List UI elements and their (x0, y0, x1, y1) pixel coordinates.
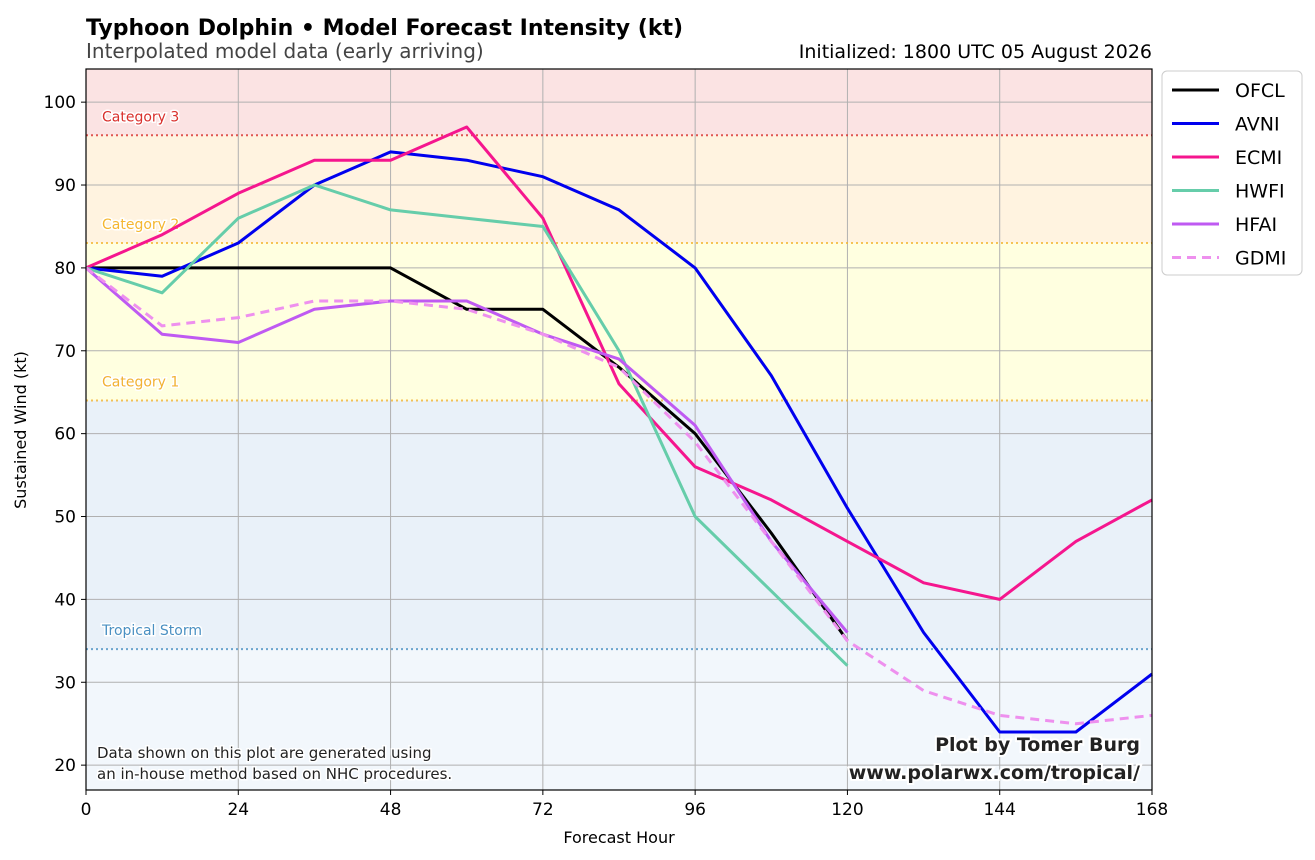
y-tick-label: 90 (54, 176, 76, 196)
legend: OFCL AVNI ECMI HWFI HFAI GDMI (1161, 70, 1303, 276)
y-tick-label: 70 (54, 342, 76, 362)
y-axis-ticks: 20 30 40 50 60 70 80 90 100 (44, 93, 86, 776)
credit-line1: Plot by Tomer Burg (935, 734, 1140, 756)
legend-label-ofcl: OFCL (1235, 80, 1285, 102)
legend-label-hfai: HFAI (1235, 214, 1277, 236)
threshold-label: Category 3 (102, 109, 179, 125)
credit: Plot by Tomer Burg www.polarwx.com/tropi… (847, 732, 1142, 786)
x-tick-label: 48 (380, 800, 402, 820)
series-line-ecmi (85, 125, 1153, 601)
chart-subtitle: Interpolated model data (early arriving) (86, 39, 484, 63)
x-axis-ticks: 0 24 48 72 96 120 144 168 (81, 790, 1168, 820)
intensity-band-0 (86, 649, 1152, 790)
y-tick-label: 50 (54, 508, 76, 528)
method-note-line2: an in-house method based on NHC procedur… (97, 765, 452, 783)
legend-label-gdmi: GDMI (1235, 248, 1286, 270)
init-time: Initialized: 1800 UTC 05 August 2026 (799, 41, 1152, 63)
threshold-label: Tropical Storm (101, 623, 202, 639)
series-line-hwfi (85, 183, 849, 667)
threshold-label: Category 1 (102, 374, 179, 390)
series-line-gdmi (85, 266, 1153, 726)
y-tick-label: 40 (54, 590, 76, 610)
series-lines (85, 125, 1153, 734)
y-tick-label: 80 (54, 259, 76, 279)
x-tick-label: 120 (831, 800, 863, 820)
threshold-lines: Tropical Storm Category 1 Category 2 Catego… (86, 108, 1152, 651)
threshold-label: Category 2 (102, 217, 179, 233)
x-tick-label: 168 (1136, 800, 1168, 820)
x-tick-label: 72 (532, 800, 554, 820)
legend-label-avni: AVNI (1235, 114, 1280, 136)
y-tick-label: 30 (54, 673, 76, 693)
method-note: Data shown on this plot are generated us… (96, 743, 454, 785)
credit-line2: www.polarwx.com/tropical/ (849, 762, 1140, 784)
x-tick-label: 144 (983, 800, 1015, 820)
y-tick-label: 60 (54, 425, 76, 445)
plot-frame (85, 68, 1153, 791)
legend-label-hwfi: HWFI (1235, 181, 1285, 203)
y-tick-label: 20 (54, 756, 76, 776)
x-tick-label: 24 (227, 800, 249, 820)
x-tick-label: 96 (684, 800, 706, 820)
y-axis-label: Sustained Wind (kt) (11, 351, 30, 509)
y-tick-label: 100 (44, 93, 76, 113)
legend-label-ecmi: ECMI (1235, 147, 1282, 169)
series-line-avni (85, 150, 1153, 734)
x-tick-label: 0 (81, 800, 92, 820)
chart-title: Typhoon Dolphin • Model Forecast Intensi… (86, 16, 683, 41)
method-note-line1: Data shown on this plot are generated us… (97, 744, 432, 762)
series-line-hfai (85, 266, 849, 634)
intensity-band-1 (86, 400, 1152, 650)
x-axis-label: Forecast Hour (563, 828, 675, 847)
